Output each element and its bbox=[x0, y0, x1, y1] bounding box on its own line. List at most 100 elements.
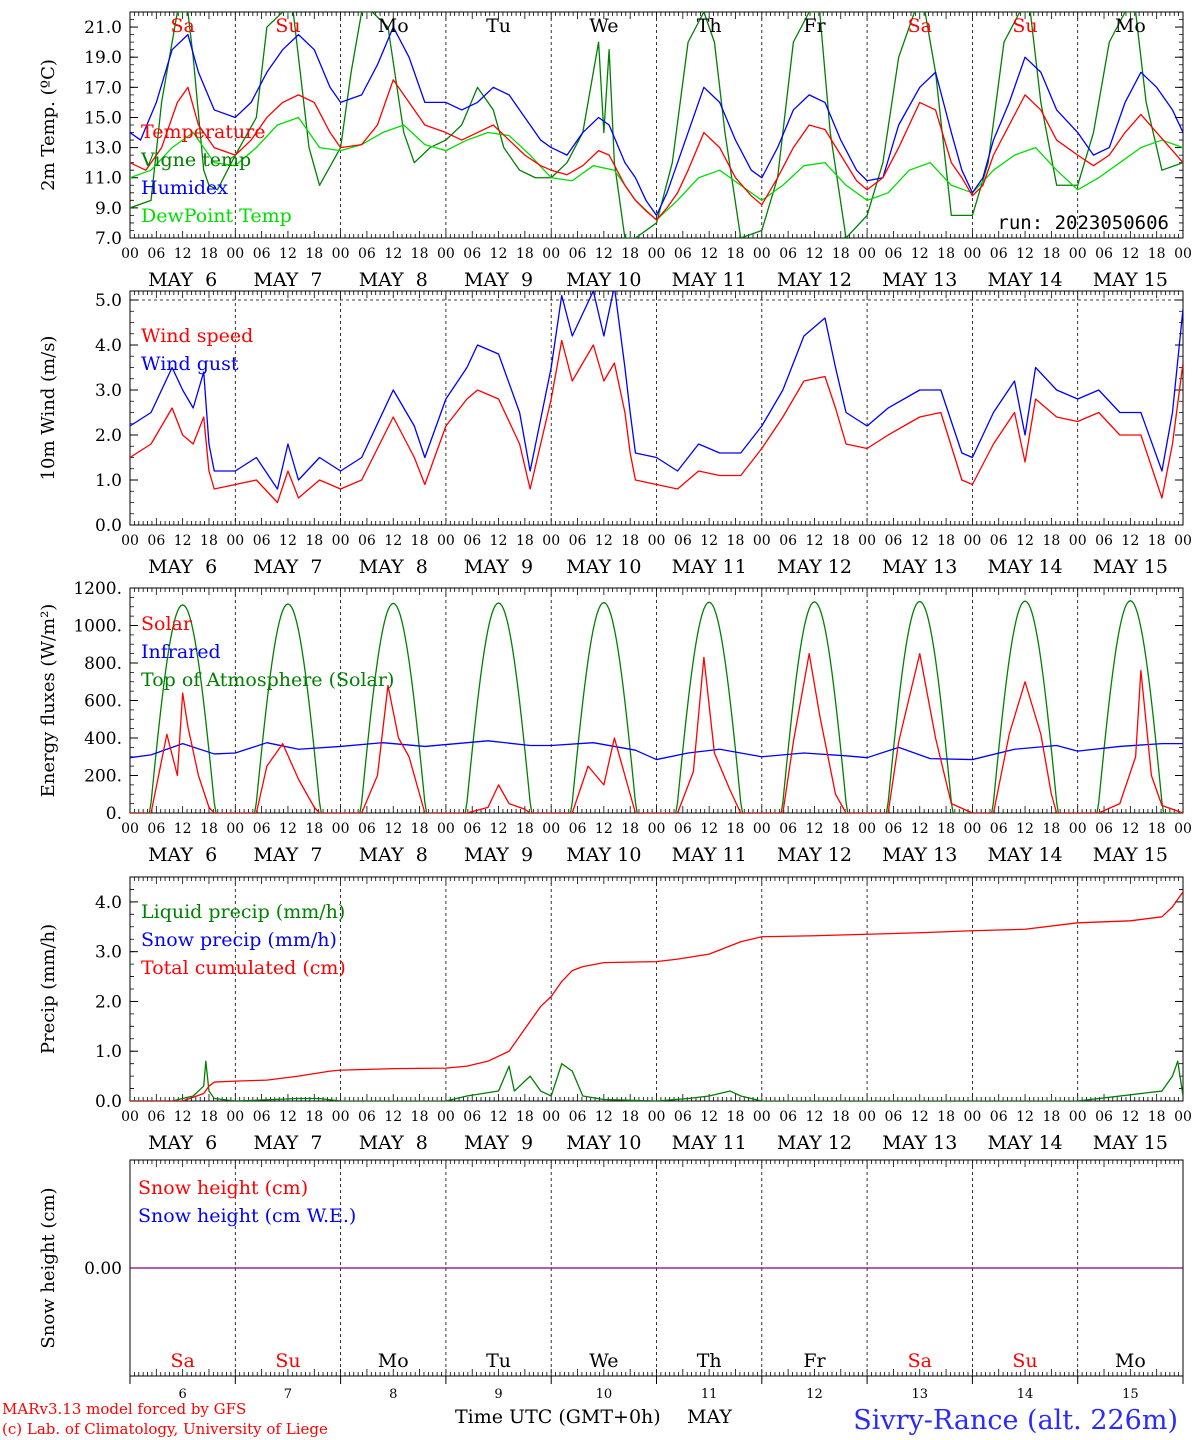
hour-label: 00 bbox=[858, 246, 876, 262]
hour-label: 12 bbox=[595, 533, 613, 549]
hour-label: 18 bbox=[1148, 1109, 1166, 1125]
hour-label: 12 bbox=[384, 533, 402, 549]
hour-label: 18 bbox=[411, 533, 429, 549]
y-tick-label: 15.0 bbox=[84, 108, 122, 128]
y-minor-ticks bbox=[130, 587, 1183, 814]
legend-entry: Vigne temp bbox=[140, 149, 251, 171]
hour-label: 12 bbox=[490, 1109, 508, 1125]
legend-entry: Liquid precip (mm/h) bbox=[141, 901, 345, 923]
weekday-label: Su bbox=[275, 15, 300, 37]
date-label: MAY 8 bbox=[359, 556, 428, 578]
hour-label: 18 bbox=[1042, 821, 1060, 837]
hour-label: 12 bbox=[911, 246, 929, 262]
hour-label: 18 bbox=[832, 1109, 850, 1125]
hour-label: 06 bbox=[1095, 1109, 1113, 1125]
hour-label: 06 bbox=[253, 1109, 271, 1125]
hour-label: 06 bbox=[990, 821, 1008, 837]
hour-label: 06 bbox=[253, 821, 271, 837]
hour-label: 18 bbox=[305, 533, 323, 549]
hour-label: 06 bbox=[885, 1109, 903, 1125]
hour-label: 00 bbox=[332, 533, 350, 549]
hour-label: 06 bbox=[885, 533, 903, 549]
hour-label: 12 bbox=[279, 246, 297, 262]
date-label: MAY 10 bbox=[566, 556, 641, 578]
y-tick-label: 0.0 bbox=[95, 516, 122, 536]
day-number-label: 12 bbox=[806, 1387, 823, 1402]
hour-label: 06 bbox=[569, 246, 587, 262]
time-ticks bbox=[129, 291, 1184, 525]
hour-label: 00 bbox=[753, 533, 771, 549]
date-label: MAY 11 bbox=[672, 1132, 747, 1154]
date-label: MAY 12 bbox=[777, 1132, 852, 1154]
weekday-label: Mo bbox=[1115, 1350, 1146, 1372]
hour-label: 12 bbox=[490, 821, 508, 837]
date-label: MAY 10 bbox=[566, 844, 641, 866]
hour-label: 18 bbox=[200, 1109, 218, 1125]
hour-label: 00 bbox=[753, 1109, 771, 1125]
y-tick-label: 7.0 bbox=[95, 229, 122, 249]
series-group bbox=[130, 291, 1183, 504]
hour-label: 12 bbox=[1016, 1109, 1034, 1125]
hour-label: 18 bbox=[727, 246, 745, 262]
hour-label: 18 bbox=[1148, 533, 1166, 549]
hour-label: 18 bbox=[832, 533, 850, 549]
y-tick-label: 200. bbox=[84, 767, 122, 787]
y-minor-ticks bbox=[130, 11, 1183, 239]
hour-label: 06 bbox=[569, 533, 587, 549]
weekday-label: Su bbox=[1012, 15, 1037, 37]
hour-label: 18 bbox=[937, 246, 955, 262]
hour-label: 18 bbox=[411, 821, 429, 837]
date-label: MAY 9 bbox=[464, 1132, 533, 1154]
hour-label: 12 bbox=[279, 821, 297, 837]
hour-label: 18 bbox=[1042, 246, 1060, 262]
weekday-label: Tu bbox=[486, 15, 511, 37]
legend-entry: Infrared bbox=[141, 641, 221, 663]
day-number-label: 6 bbox=[179, 1387, 187, 1402]
hour-label: 00 bbox=[1069, 821, 1087, 837]
date-label: MAY 12 bbox=[777, 269, 852, 291]
hour-label: 12 bbox=[1016, 533, 1034, 549]
hour-label: 06 bbox=[463, 533, 481, 549]
hour-label: 18 bbox=[727, 821, 745, 837]
hour-label: 18 bbox=[937, 821, 955, 837]
y-axis-label: Precip (mm/h) bbox=[38, 924, 59, 1054]
legend-entry: Temperature bbox=[141, 121, 265, 143]
y-tick-label: 0. bbox=[106, 804, 122, 824]
series-vigne-temp bbox=[130, 12, 1183, 238]
hour-label: 18 bbox=[516, 533, 534, 549]
date-label: MAY 14 bbox=[987, 269, 1062, 291]
series-wind-speed bbox=[130, 339, 1183, 504]
y-tick-label: 5.0 bbox=[95, 291, 122, 311]
weekday-label: Sa bbox=[908, 1350, 932, 1372]
hour-label: 06 bbox=[358, 1109, 376, 1125]
date-label: MAY 11 bbox=[672, 269, 747, 291]
date-label: MAY 6 bbox=[148, 844, 217, 866]
hour-label: 18 bbox=[621, 533, 639, 549]
hour-label: 00 bbox=[121, 246, 139, 262]
hour-label: 12 bbox=[806, 246, 824, 262]
hour-label: 00 bbox=[332, 821, 350, 837]
y-tick-label: 3.0 bbox=[95, 943, 122, 963]
hour-label: 12 bbox=[595, 246, 613, 262]
hour-label: 00 bbox=[226, 533, 244, 549]
time-ticks bbox=[129, 877, 1184, 1101]
hour-label: 12 bbox=[700, 533, 718, 549]
hour-label: 18 bbox=[411, 1109, 429, 1125]
hour-label: 06 bbox=[253, 533, 271, 549]
hour-label: 18 bbox=[727, 1109, 745, 1125]
hour-label: 18 bbox=[200, 533, 218, 549]
hour-label: 18 bbox=[1042, 1109, 1060, 1125]
hour-label: 00 bbox=[963, 821, 981, 837]
series-humidex bbox=[130, 26, 1183, 217]
date-label: MAY 13 bbox=[882, 1132, 957, 1154]
time-ticks bbox=[129, 1160, 1184, 1376]
hour-label: 00 bbox=[963, 246, 981, 262]
panel-wind: 0.0 1.0 2.0 3.0 4.0 5.0 10m Wind (m/s) Wind spe… bbox=[38, 290, 1192, 578]
credit-line-1: MARv3.13 model forced by GFS bbox=[2, 1400, 246, 1418]
hour-label: 06 bbox=[990, 246, 1008, 262]
hour-label: 12 bbox=[1016, 246, 1034, 262]
hour-label: 00 bbox=[542, 246, 560, 262]
hour-label: 12 bbox=[1121, 821, 1139, 837]
y-tick-label: 11.0 bbox=[84, 169, 122, 189]
hour-label: 06 bbox=[1095, 533, 1113, 549]
